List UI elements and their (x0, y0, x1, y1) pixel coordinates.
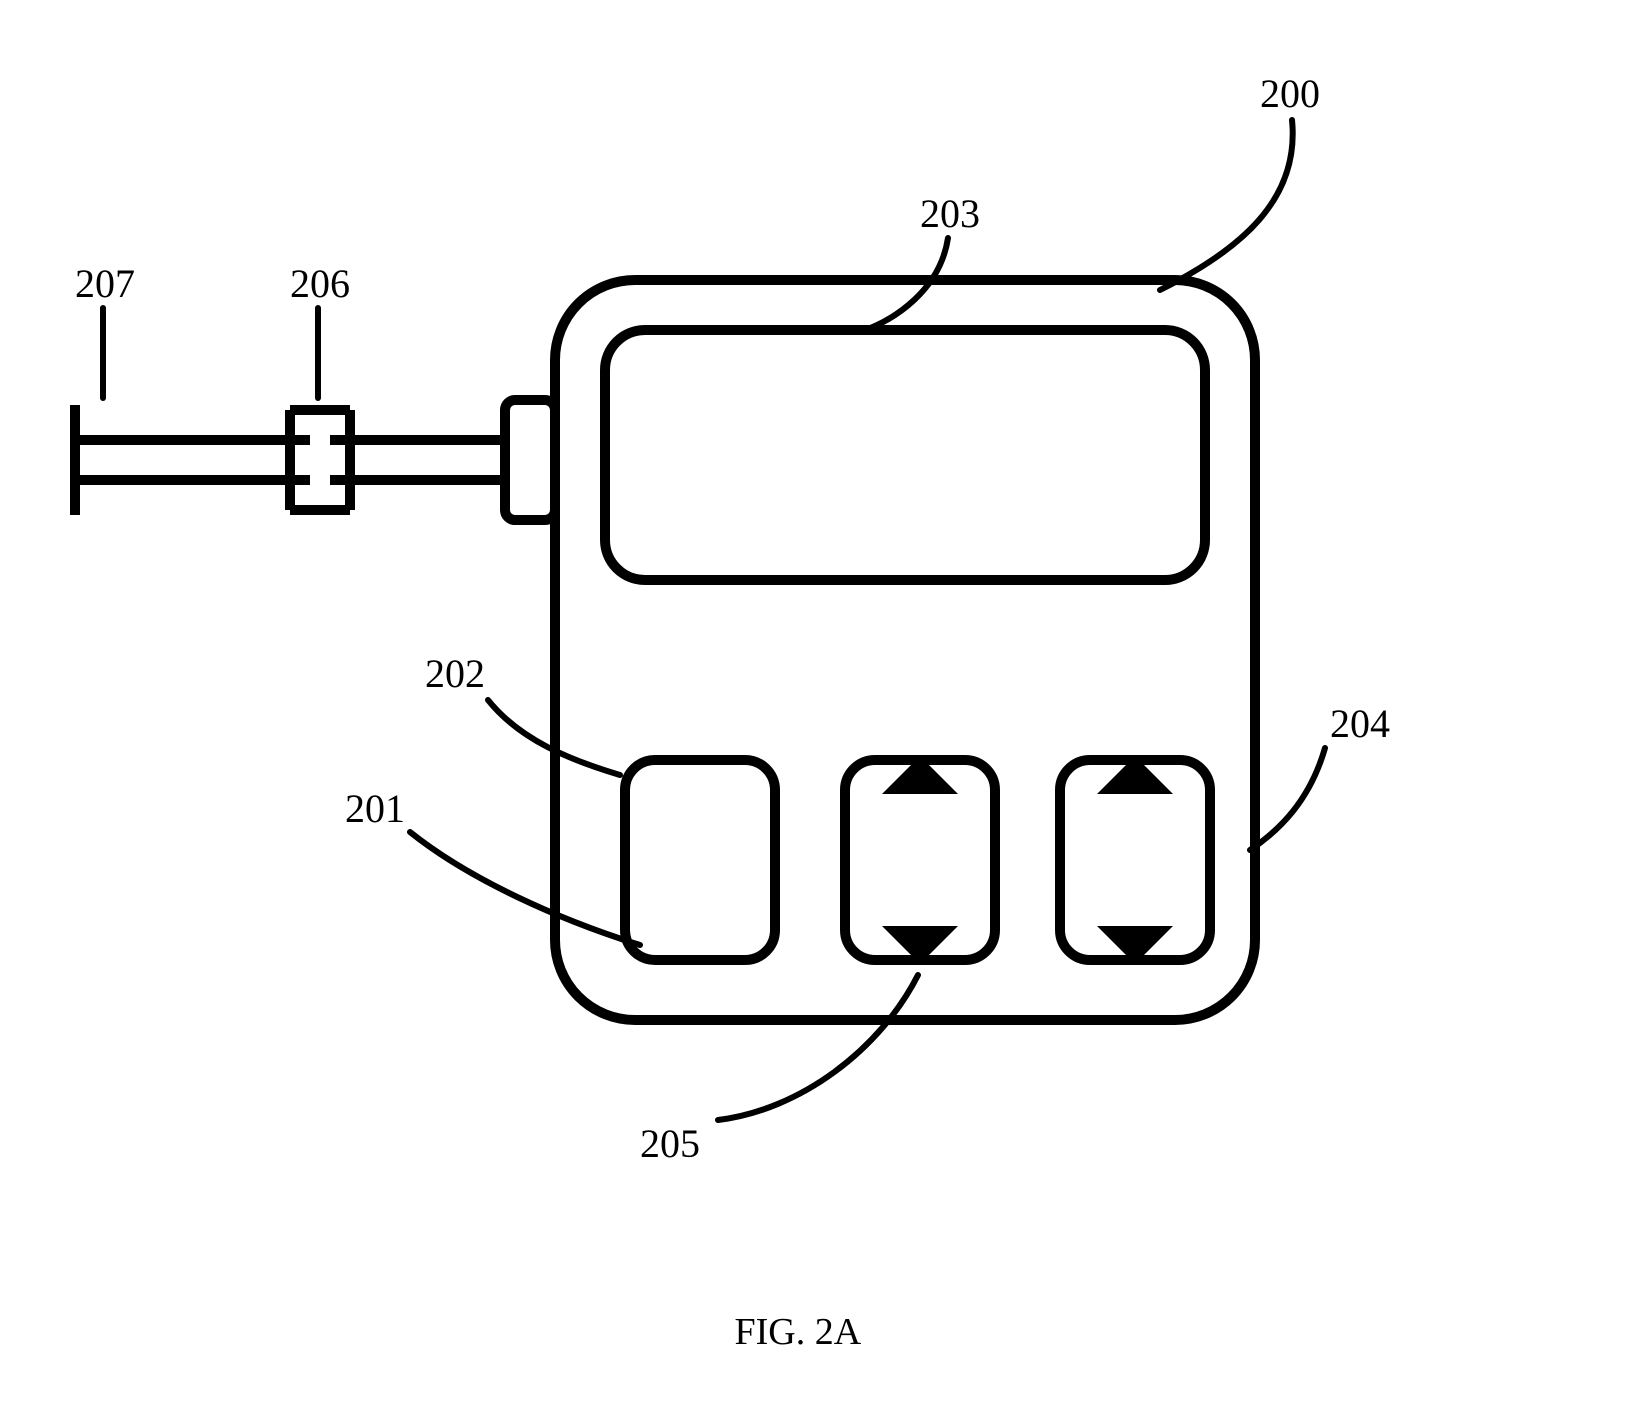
figure-caption: FIG. 2A (735, 1310, 862, 1354)
ref-label-204: 204 (1330, 700, 1390, 747)
ref-label-201: 201 (345, 785, 405, 832)
ref-label-205: 205 (640, 1120, 700, 1167)
ref-label-207: 207 (75, 260, 135, 307)
ref-label-200: 200 (1260, 70, 1320, 117)
ref-label-203: 203 (920, 190, 980, 237)
ref-label-206: 206 (290, 260, 350, 307)
ref-label-202: 202 (425, 650, 485, 697)
